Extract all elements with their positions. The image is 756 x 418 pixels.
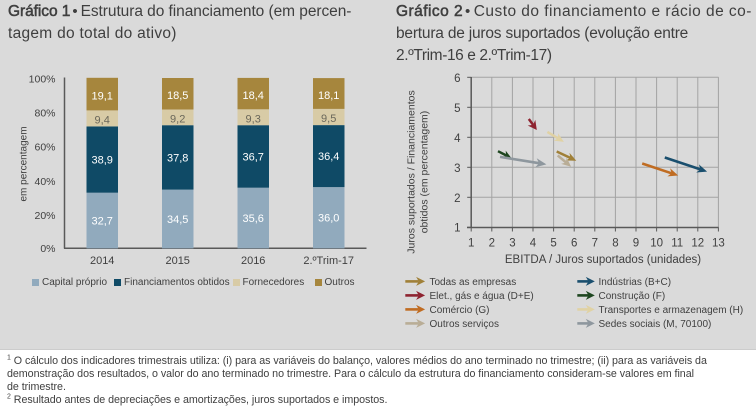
svg-text:9,4: 9,4 [95, 115, 110, 127]
svg-text:18,4: 18,4 [242, 90, 263, 102]
svg-text:9: 9 [633, 238, 639, 250]
svg-text:2016: 2016 [241, 255, 265, 267]
svg-text:Construção (F): Construção (F) [599, 291, 666, 302]
svg-text:5: 5 [550, 238, 556, 250]
svg-text:2: 2 [489, 238, 495, 250]
svg-text:36,0: 36,0 [318, 213, 339, 225]
svg-text:8: 8 [612, 238, 618, 250]
svg-text:6: 6 [571, 238, 577, 250]
svg-text:3: 3 [454, 163, 460, 175]
svg-text:2015: 2015 [165, 255, 189, 267]
svg-text:20%: 20% [34, 210, 55, 222]
svg-text:5: 5 [454, 103, 460, 115]
svg-text:80%: 80% [34, 108, 55, 120]
svg-text:11: 11 [671, 238, 683, 250]
svg-text:18,1: 18,1 [318, 90, 339, 102]
svg-text:34,5: 34,5 [167, 214, 188, 226]
svg-text:12: 12 [691, 238, 704, 250]
svg-text:7: 7 [592, 238, 598, 250]
svg-text:Indústrias (B+C): Indústrias (B+C) [599, 277, 672, 288]
svg-text:Elet., gás e água (D+E): Elet., gás e água (D+E) [430, 291, 534, 302]
svg-text:6: 6 [454, 73, 460, 85]
svg-text:obtidos (em percentagem): obtidos (em percentagem) [419, 111, 431, 234]
svg-text:em percentagem: em percentagem [19, 126, 30, 201]
svg-text:2: 2 [454, 193, 460, 205]
svg-text:9,2: 9,2 [170, 114, 185, 126]
svg-text:18,5: 18,5 [167, 90, 188, 102]
svg-text:0%: 0% [40, 243, 55, 255]
svg-text:4: 4 [530, 238, 537, 250]
svg-text:Outros serviços: Outros serviços [430, 319, 499, 330]
svg-text:36,4: 36,4 [318, 151, 339, 163]
svg-text:10: 10 [650, 238, 663, 250]
svg-text:13: 13 [712, 238, 725, 250]
svg-text:100%: 100% [29, 74, 56, 86]
svg-text:36,7: 36,7 [242, 152, 263, 164]
svg-text:37,8: 37,8 [167, 153, 188, 165]
svg-text:4: 4 [454, 133, 461, 145]
svg-text:9,3: 9,3 [246, 113, 261, 125]
svg-text:60%: 60% [34, 142, 55, 154]
svg-text:1: 1 [454, 223, 460, 235]
svg-text:Comércio (G): Comércio (G) [430, 305, 490, 316]
svg-text:Sedes sociais (M, 70100): Sedes sociais (M, 70100) [599, 319, 712, 330]
svg-text:Transportes e armazenagem (H): Transportes e armazenagem (H) [599, 305, 744, 316]
svg-text:2.ºTrim-17: 2.ºTrim-17 [303, 255, 354, 267]
svg-text:38,9: 38,9 [91, 155, 112, 167]
svg-text:1: 1 [468, 238, 474, 250]
svg-text:40%: 40% [34, 176, 55, 188]
svg-text:EBITDA / Juros suportados (uni: EBITDA / Juros suportados (unidades) [505, 254, 701, 266]
svg-text:2014: 2014 [90, 255, 114, 267]
svg-text:35,6: 35,6 [242, 213, 263, 225]
svg-text:3: 3 [509, 238, 515, 250]
svg-text:Todas as empresas: Todas as empresas [430, 277, 517, 288]
svg-text:32,7: 32,7 [91, 216, 112, 228]
svg-text:9,5: 9,5 [321, 113, 336, 125]
svg-text:19,1: 19,1 [91, 91, 112, 103]
svg-text:Juros suportados / Financiamen: Juros suportados / Financiamentos [406, 90, 418, 253]
